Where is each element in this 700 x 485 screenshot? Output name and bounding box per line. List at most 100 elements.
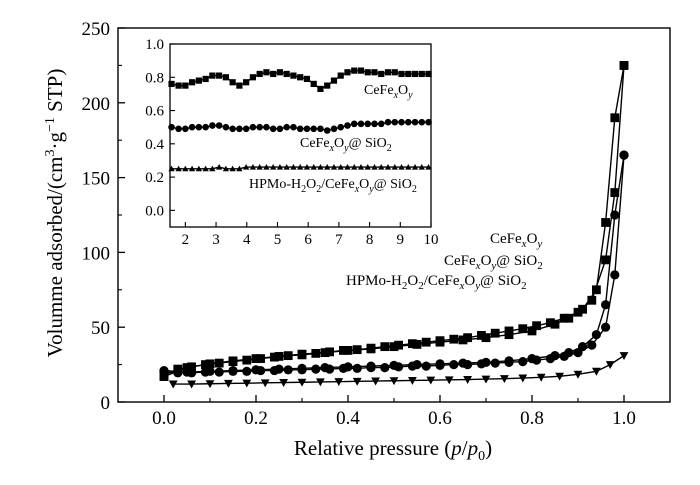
data-point xyxy=(297,349,307,359)
data-point xyxy=(389,342,399,352)
data-point xyxy=(619,352,629,361)
data-point xyxy=(532,321,541,331)
data-point xyxy=(610,210,620,220)
inset-data-point xyxy=(425,118,432,126)
inset-data-point xyxy=(330,164,338,170)
data-point xyxy=(297,378,307,387)
inset-data-point xyxy=(411,118,419,126)
data-point xyxy=(610,188,620,197)
inset-data-point xyxy=(202,123,209,131)
inset-label-cefexoy: CeFexOy xyxy=(364,83,413,101)
inset-data-point xyxy=(209,122,216,129)
main-plot: 0.0 0.2 0.4 0.6 0.8 1.0 0 50 100 150 200 250 xyxy=(82,19,671,429)
inset-data-point xyxy=(276,69,284,76)
data-point xyxy=(159,365,169,376)
inset-data-point xyxy=(189,165,196,172)
data-point xyxy=(610,270,620,280)
data-point xyxy=(389,360,399,370)
inset-data-point xyxy=(391,69,398,76)
data-point xyxy=(449,360,459,370)
inset-data-point xyxy=(357,67,365,74)
data-point xyxy=(320,348,330,358)
inset-data-point xyxy=(425,164,432,170)
inset-data-point xyxy=(168,165,175,172)
data-point xyxy=(168,380,178,389)
data-point xyxy=(587,340,597,350)
inset-data-point xyxy=(344,122,351,129)
inset-data-point xyxy=(425,70,432,78)
data-point xyxy=(274,364,284,374)
inset-data-point xyxy=(364,120,372,128)
inset-x-tick-label: 2 xyxy=(182,232,190,248)
data-point xyxy=(546,318,555,328)
inset-x-tick-label: 3 xyxy=(212,232,220,248)
data-point xyxy=(205,359,215,369)
inset-y-tick-label: 0.4 xyxy=(145,137,164,153)
inset-data-point xyxy=(215,122,223,129)
inset-data-point xyxy=(317,85,324,93)
inset-y-tick-label: 0.2 xyxy=(145,170,164,186)
inset-data-point xyxy=(411,164,419,170)
inset-data-point xyxy=(324,82,331,89)
inset-data-point xyxy=(357,120,365,128)
data-point xyxy=(279,379,288,387)
inset-data-point xyxy=(188,123,196,131)
inset-data-point xyxy=(351,67,358,74)
inset-data-point xyxy=(209,165,216,172)
data-point xyxy=(421,337,431,347)
data-point xyxy=(408,376,417,385)
inset-data-point xyxy=(391,164,398,170)
inset-y-tick-label: 0.6 xyxy=(145,104,164,120)
data-point xyxy=(463,333,472,343)
inset-data-point xyxy=(168,80,175,88)
y-tick-label: 250 xyxy=(82,19,111,40)
y-tick-label: 50 xyxy=(91,318,110,339)
inset-data-point xyxy=(330,125,338,133)
data-point xyxy=(500,375,509,384)
inset-data-point xyxy=(222,123,230,131)
inset-x-tick-label: 9 xyxy=(397,232,405,248)
inset-data-point xyxy=(317,125,324,133)
inset-data-point xyxy=(418,118,426,126)
inset-data-point xyxy=(189,79,196,86)
inset-data-point xyxy=(195,77,202,84)
data-point xyxy=(242,379,252,388)
data-point xyxy=(564,348,574,358)
y-axis-title: Volumme adsorbed/(cm3·g−1 STP) xyxy=(43,69,67,358)
inset-data-point xyxy=(418,70,425,78)
inset-data-point xyxy=(310,125,318,133)
series-label-cefexoy: CeFexOy xyxy=(490,231,542,250)
data-point xyxy=(343,362,353,372)
inset-data-point xyxy=(256,123,263,131)
inset-data-point xyxy=(405,164,412,170)
inset-data-point xyxy=(276,164,284,170)
x-tick-label: 0.8 xyxy=(520,408,544,429)
inset-data-point xyxy=(263,69,270,76)
data-point xyxy=(421,361,431,371)
inset-data-point xyxy=(276,125,284,133)
data-point xyxy=(490,328,500,338)
data-point xyxy=(463,376,472,384)
inset-label-hpmo: HPMo-H2O2/CeFexOy@ SiO2 xyxy=(249,177,417,195)
inset-data-point xyxy=(202,75,209,83)
data-point xyxy=(182,367,192,377)
data-point xyxy=(564,313,574,323)
inset-data-point xyxy=(378,70,385,78)
inset-data-point xyxy=(175,82,182,89)
data-point xyxy=(205,380,215,389)
inset-data-point xyxy=(371,164,378,170)
data-point xyxy=(610,113,620,123)
data-point xyxy=(173,368,183,378)
inset-data-point xyxy=(324,164,331,170)
inset-data-point xyxy=(303,125,311,133)
data-point xyxy=(260,379,270,388)
data-point xyxy=(601,300,611,310)
data-point xyxy=(352,377,362,386)
data-point xyxy=(412,360,422,370)
inset-series-0 xyxy=(168,67,432,93)
series-line-adsorption xyxy=(173,355,625,385)
data-point xyxy=(251,354,261,364)
x-axis-title: Relative pressure (p/p0) xyxy=(294,436,492,464)
